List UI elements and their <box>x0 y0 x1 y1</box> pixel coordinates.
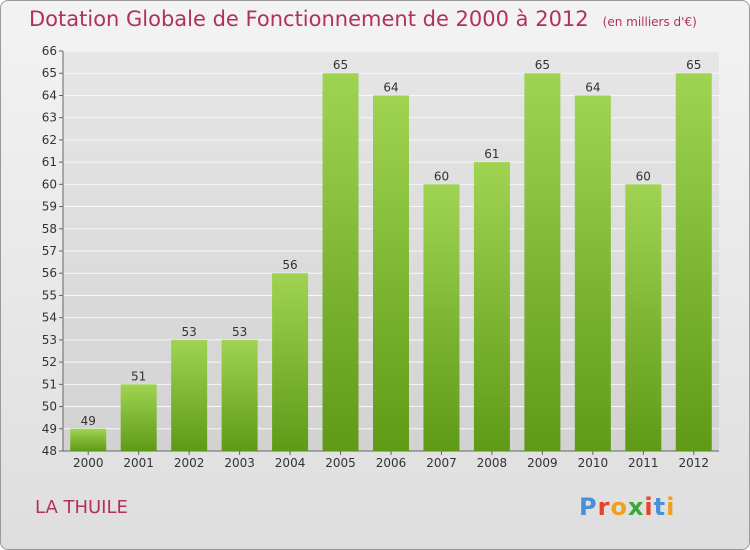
logo-letter: i <box>666 493 676 521</box>
x-tick-label: 2002 <box>174 456 205 470</box>
y-tick-label: 66 <box>42 44 57 58</box>
x-tick-label: 2012 <box>678 456 709 470</box>
chart-title: Dotation Globale de Fonctionnement de 20… <box>29 7 697 31</box>
bar <box>574 95 611 451</box>
y-tick-label: 64 <box>42 88 57 102</box>
y-tick-label: 49 <box>42 422 57 436</box>
logo-letter: t <box>653 493 667 521</box>
x-tick-label: 2004 <box>275 456 306 470</box>
logo-letter: i <box>644 493 654 521</box>
bar <box>120 384 157 451</box>
bar-value-label: 61 <box>484 147 499 161</box>
bar-value-label: 49 <box>81 414 96 428</box>
bar-value-label: 65 <box>333 58 348 72</box>
x-tick-label: 2006 <box>376 456 407 470</box>
bar <box>373 95 409 451</box>
x-tick-label: 2011 <box>628 456 659 470</box>
proxiti-logo: Proxiti <box>579 493 675 521</box>
bar-value-label: 51 <box>131 369 146 383</box>
bar <box>675 73 712 451</box>
bar <box>524 73 561 451</box>
y-tick-label: 56 <box>42 266 57 280</box>
commune-name: LA THUILE <box>35 497 128 518</box>
y-tick-label: 60 <box>42 177 57 191</box>
bar <box>70 428 107 451</box>
logo-letter: x <box>627 493 645 521</box>
bar-value-label: 60 <box>434 169 449 183</box>
x-tick-label: 2007 <box>426 456 457 470</box>
bar-value-label: 53 <box>182 325 197 339</box>
y-tick-label: 52 <box>42 355 57 369</box>
y-tick-label: 65 <box>42 66 57 80</box>
bar <box>423 184 460 452</box>
y-tick-label: 63 <box>42 111 57 125</box>
y-tick-label: 54 <box>42 311 57 325</box>
x-tick-label: 2008 <box>477 456 508 470</box>
logo-letter: P <box>579 493 598 521</box>
y-tick-label: 62 <box>42 133 57 147</box>
bar-value-label: 64 <box>585 80 600 94</box>
logo-letter: r <box>597 493 611 521</box>
y-tick-label: 51 <box>42 377 57 391</box>
bar <box>221 339 258 451</box>
y-tick-label: 61 <box>42 155 57 169</box>
y-tick-label: 48 <box>42 444 57 458</box>
bar <box>625 184 662 452</box>
title-text: Dotation Globale de Fonctionnement de 20… <box>29 7 589 31</box>
y-tick-label: 50 <box>42 400 57 414</box>
bar <box>322 73 359 451</box>
x-tick-label: 2001 <box>123 456 154 470</box>
x-tick-label: 2003 <box>224 456 255 470</box>
y-tick-label: 55 <box>42 288 57 302</box>
chart-subtitle: (en milliers d'€) <box>602 15 697 29</box>
bar-value-label: 60 <box>636 169 651 183</box>
bar-value-label: 53 <box>232 325 247 339</box>
logo-letter: o <box>610 493 628 521</box>
y-tick-label: 57 <box>42 244 57 258</box>
bar <box>272 273 309 451</box>
bar-value-label: 65 <box>686 58 701 72</box>
x-tick-label: 2000 <box>73 456 104 470</box>
x-tick-label: 2010 <box>578 456 609 470</box>
y-tick-label: 59 <box>42 200 57 214</box>
y-tick-label: 58 <box>42 222 57 236</box>
bar <box>171 339 208 451</box>
bar <box>473 162 510 451</box>
bar-value-label: 65 <box>535 58 550 72</box>
y-tick-label: 53 <box>42 333 57 347</box>
x-tick-label: 2005 <box>325 456 356 470</box>
bar-value-label: 56 <box>282 258 297 272</box>
x-tick-label: 2009 <box>527 456 558 470</box>
bar-value-label: 64 <box>383 80 398 94</box>
